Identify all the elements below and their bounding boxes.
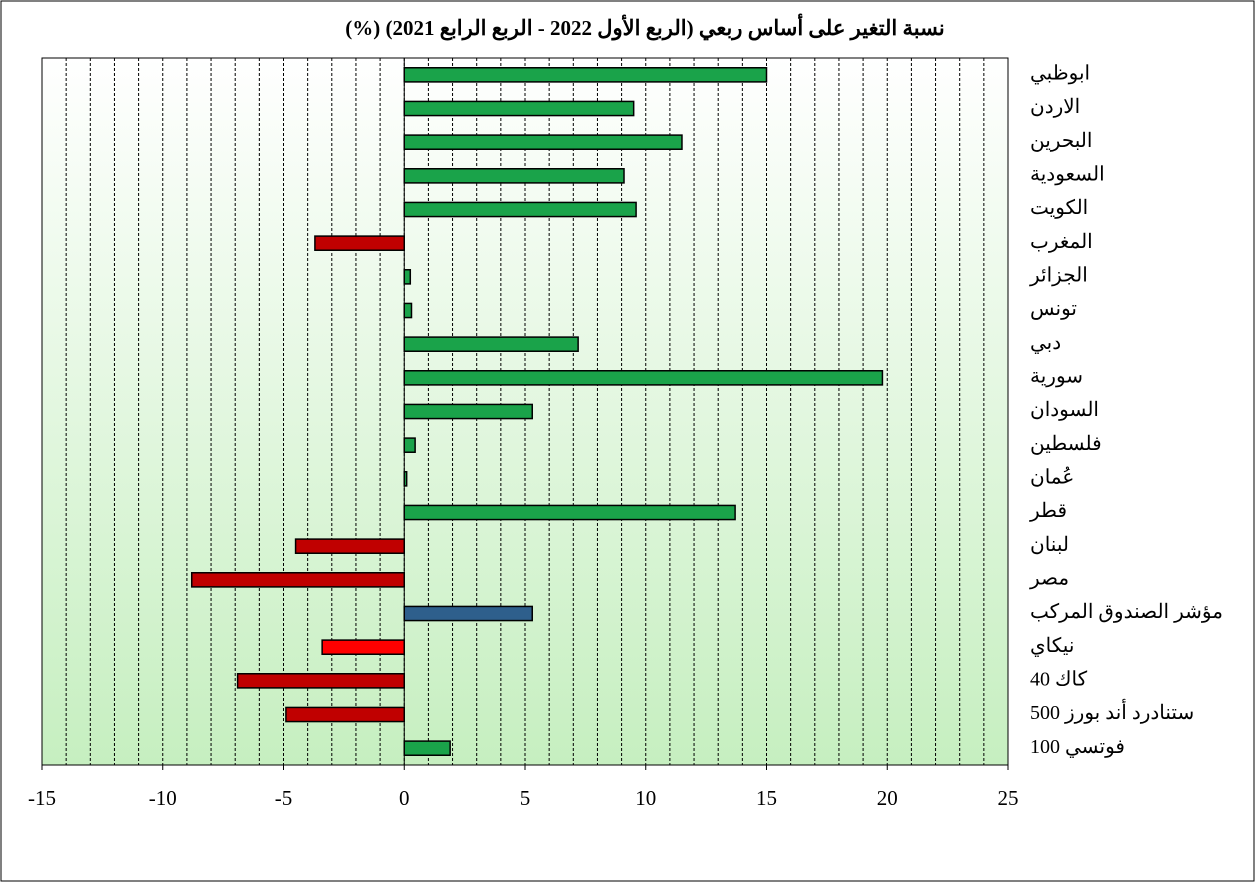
bar xyxy=(403,336,579,352)
chart-title: نسبة التغير على أساس ربعي (الربع الأول 2… xyxy=(345,13,944,41)
y-tick-label: عُمان xyxy=(1030,466,1074,489)
bar xyxy=(403,370,884,386)
bar xyxy=(403,403,533,420)
x-tick-label: -15 xyxy=(28,786,56,810)
bar xyxy=(403,302,413,319)
y-tick-label: دبي xyxy=(1030,332,1061,354)
x-tick-label: 20 xyxy=(877,786,898,810)
bar xyxy=(403,168,625,184)
bar xyxy=(236,673,405,689)
y-tick-label: كاك 40 xyxy=(1030,668,1088,690)
y-tick-label: تونس xyxy=(1030,298,1077,320)
y-tick-label: ستنادرد أند بورز 500 xyxy=(1030,698,1194,724)
bar xyxy=(403,100,635,117)
bar xyxy=(190,572,405,588)
y-tick-label: السعودية xyxy=(1030,163,1105,185)
x-tick-label: -5 xyxy=(275,786,293,810)
bar xyxy=(403,437,416,453)
y-tick-label: مصر xyxy=(1029,567,1069,589)
x-tick-label: -10 xyxy=(149,786,177,810)
bar xyxy=(403,134,683,150)
x-tick-label: 25 xyxy=(998,786,1019,810)
y-tick-label: المغرب xyxy=(1030,231,1093,253)
y-tick-label: ابوظبي xyxy=(1030,62,1090,84)
bar xyxy=(285,706,406,723)
bar xyxy=(321,639,406,655)
x-tick-label: 10 xyxy=(635,786,656,810)
bar xyxy=(403,504,736,521)
y-tick-label: سورية xyxy=(1030,365,1083,387)
x-tick-label: 15 xyxy=(756,786,777,810)
y-tick-label: مؤشر الصندوق المركب xyxy=(1030,601,1223,623)
bar xyxy=(403,740,451,756)
bar xyxy=(403,605,533,622)
y-tick-label: فلسطين xyxy=(1030,433,1102,455)
bar xyxy=(294,538,406,554)
x-tick-label: 0 xyxy=(399,786,410,810)
x-tick-label: 5 xyxy=(520,786,531,810)
y-tick-label: السودان xyxy=(1030,399,1099,421)
y-tick-label: الاردن xyxy=(1030,96,1080,118)
y-tick-label: البحرين xyxy=(1030,130,1092,152)
y-tick-label: فوتسي 100 xyxy=(1030,736,1125,758)
y-tick-label: لبنان xyxy=(1030,534,1069,556)
bar xyxy=(403,269,412,285)
y-tick-label: قطر xyxy=(1029,500,1067,522)
y-tick-label: الجزائر xyxy=(1029,264,1088,286)
y-tick-label: الكويت xyxy=(1030,197,1088,219)
bar xyxy=(403,67,768,83)
bar xyxy=(314,235,405,251)
y-tick-label: نيكاي xyxy=(1030,635,1074,657)
bar xyxy=(403,201,637,218)
